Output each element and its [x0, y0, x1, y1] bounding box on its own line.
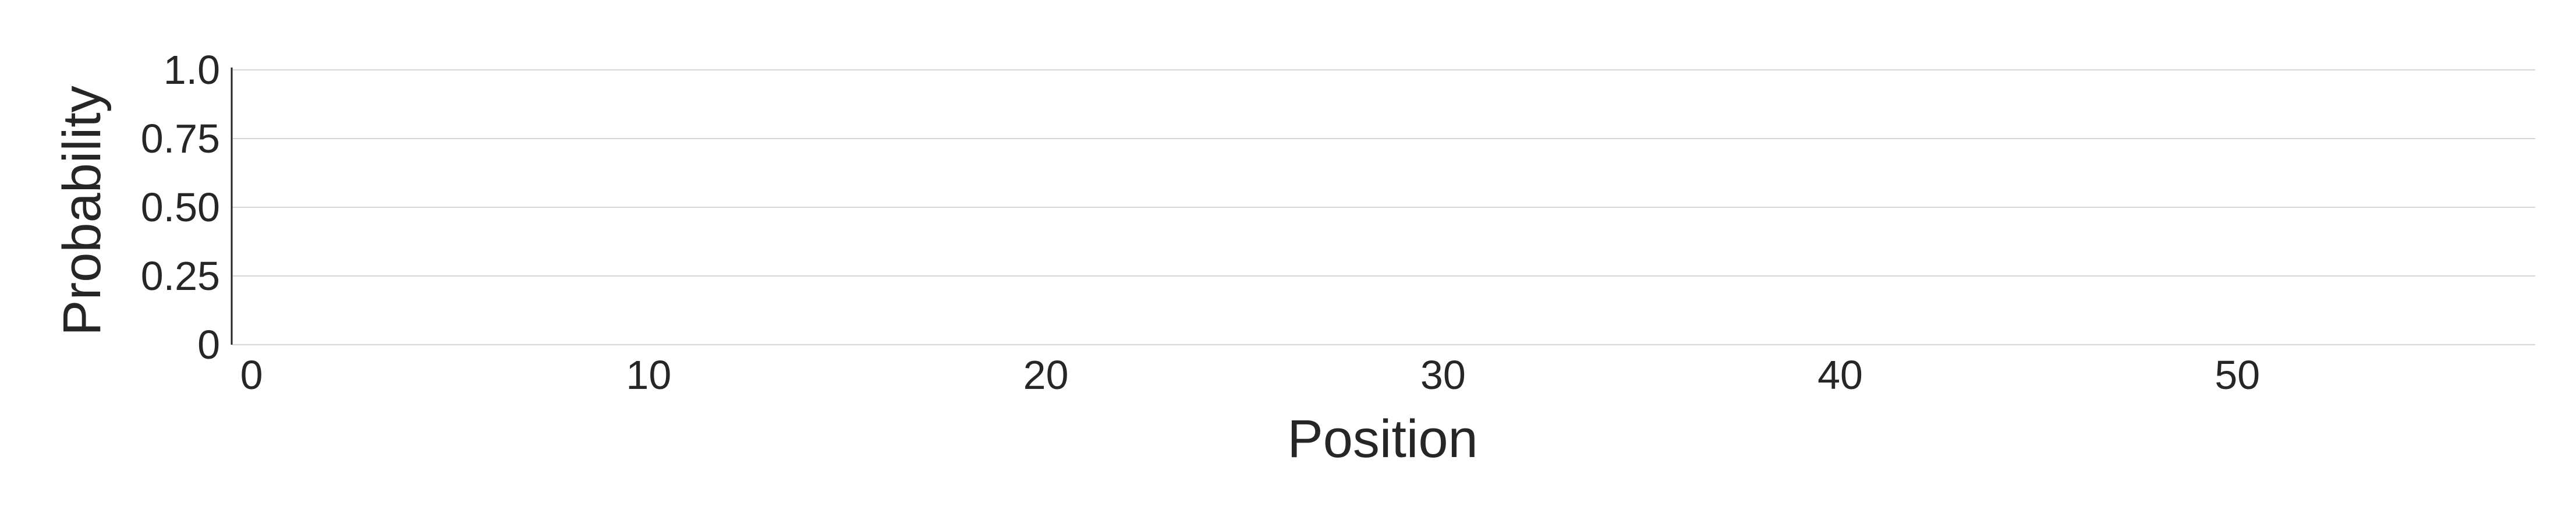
x-axis-label: Position — [1287, 409, 1477, 469]
y-axis-label: Probability — [52, 86, 112, 336]
y-tick-label: 0.75 — [141, 116, 220, 161]
x-tick-label: 50 — [2214, 352, 2260, 398]
x-tick-label: 0 — [240, 352, 263, 398]
grid-lines — [232, 70, 2535, 345]
x-tick-label: 30 — [1420, 352, 1466, 398]
x-tick-label: 10 — [626, 352, 671, 398]
y-tick-label: 0.50 — [141, 185, 220, 230]
y-tick-label: 0.25 — [141, 253, 220, 299]
x-tick-label: 40 — [1817, 352, 1863, 398]
y-tick-labels: 0 0.25 0.50 0.75 1.0 — [141, 47, 220, 367]
x-tick-labels: 0 10 20 30 40 50 — [240, 352, 2260, 398]
x-tick-label: 20 — [1023, 352, 1069, 398]
y-tick-label: 1.0 — [164, 47, 220, 93]
y-tick-label: 0 — [197, 322, 220, 367]
